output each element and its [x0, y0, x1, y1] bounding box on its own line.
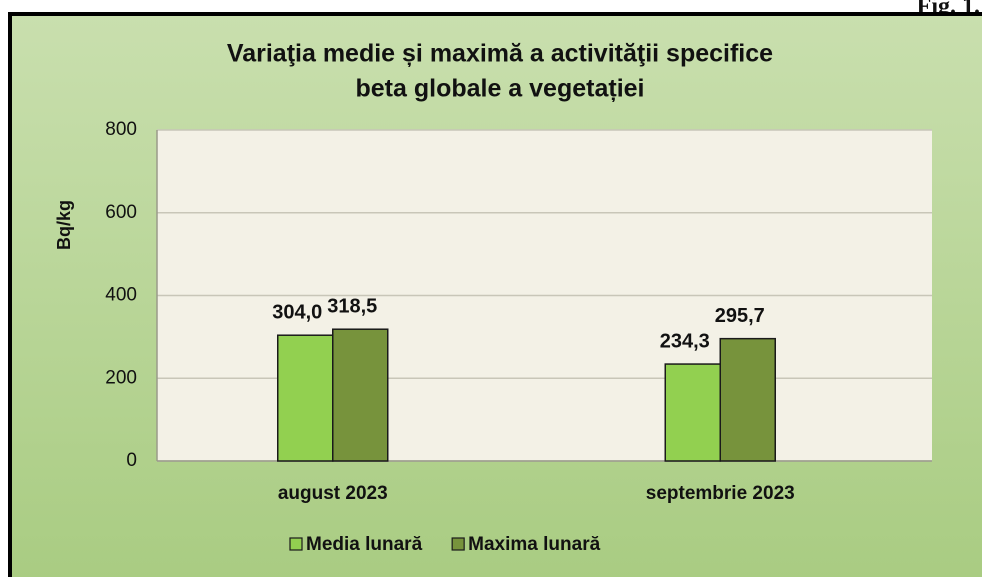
y-tick-label: 200 — [105, 367, 137, 388]
data-label: 304,0 — [272, 302, 322, 324]
legend-swatch — [289, 537, 303, 551]
data-label: 318,5 — [327, 296, 377, 318]
data-label: 295,7 — [715, 305, 765, 327]
bar — [277, 334, 334, 462]
y-tick-label: 0 — [126, 450, 137, 471]
bar — [664, 363, 721, 462]
x-tick-label: august 2023 — [278, 483, 388, 504]
legend-label: Media lunară — [306, 534, 423, 555]
y-axis-label: Bq/kg — [54, 200, 74, 250]
y-tick-label: 800 — [105, 119, 137, 140]
y-tick-label: 600 — [105, 202, 137, 223]
chart-title: beta globale a vegetației — [356, 75, 645, 103]
legend-label: Maxima lunară — [468, 534, 600, 555]
bar — [719, 337, 776, 462]
y-tick-label: 400 — [105, 285, 137, 306]
bar — [332, 328, 389, 462]
chart-title: Variaţia medie și maximă a activităţii s… — [227, 40, 773, 68]
x-tick-label: septembrie 2023 — [646, 483, 795, 504]
legend-swatch — [451, 537, 465, 551]
data-label: 234,3 — [660, 330, 710, 352]
